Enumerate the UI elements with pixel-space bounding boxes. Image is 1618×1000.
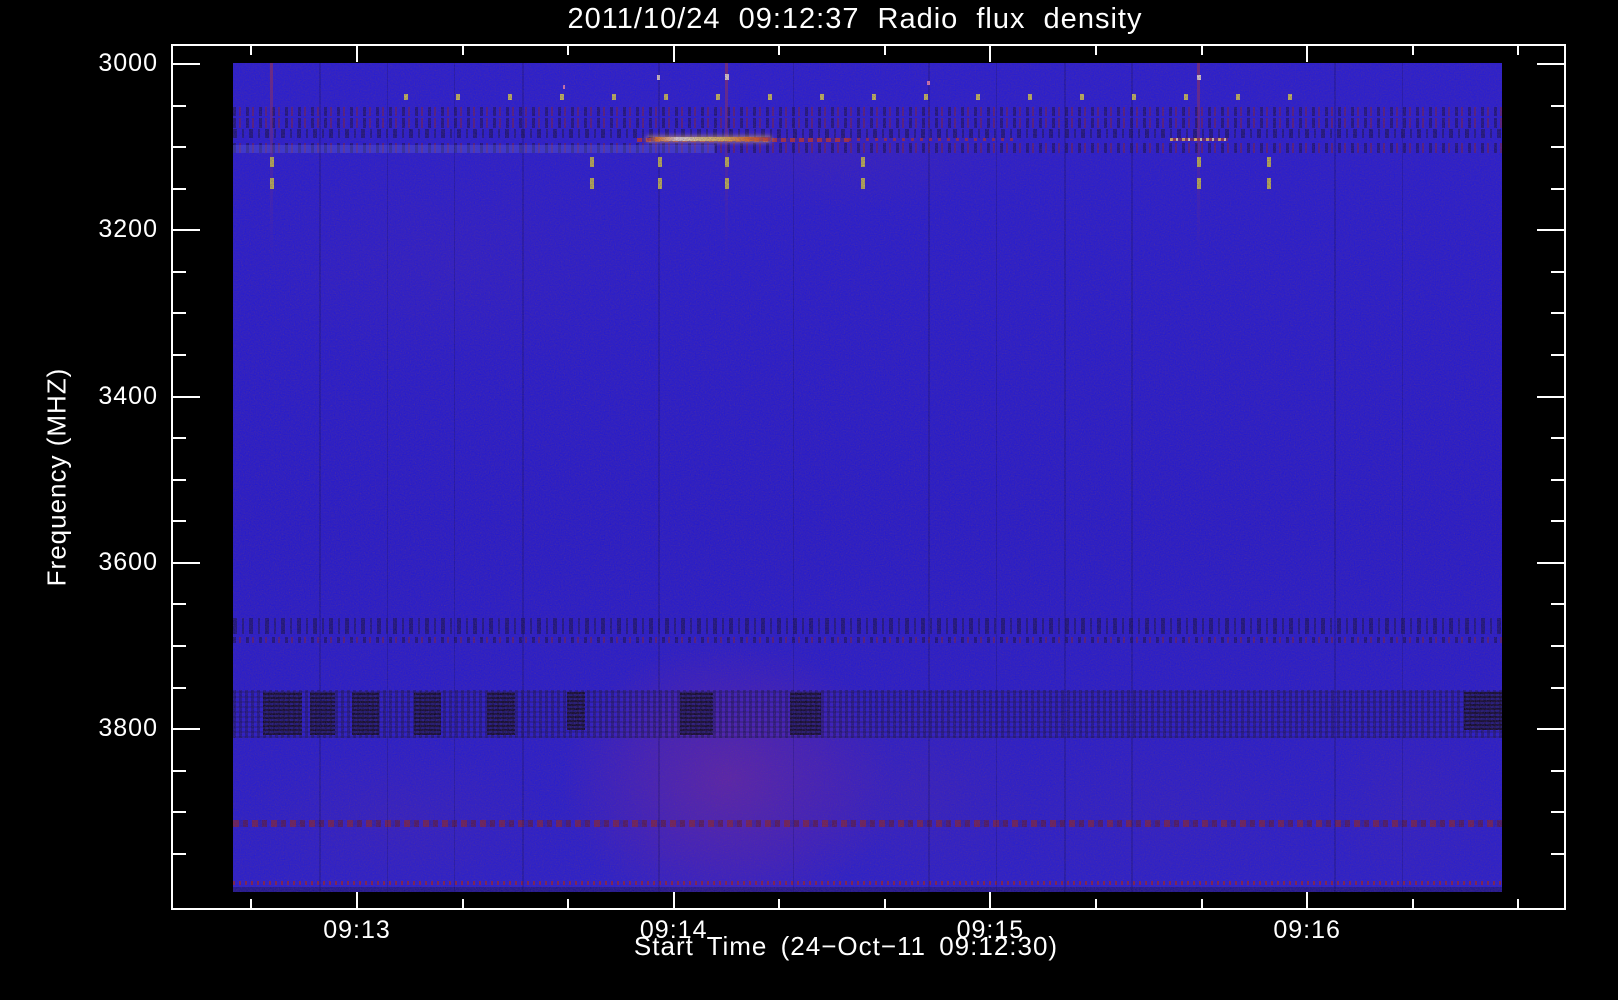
x-tick-bottom (989, 892, 992, 908)
y-tick-left (173, 769, 186, 772)
x-tick-top (1411, 46, 1414, 55)
y-tick-right (1551, 645, 1564, 648)
x-tick-top (356, 46, 358, 62)
x-tick-top (1200, 46, 1203, 55)
y-tick-right (1551, 852, 1564, 855)
y-tick-label: 3000 (98, 49, 158, 77)
x-tick-label: 09:16 (1273, 916, 1341, 944)
y-tick-label: 3800 (98, 714, 158, 743)
y-tick-right (1551, 187, 1564, 190)
x-tick-top (883, 46, 886, 55)
plot-frame (171, 44, 1566, 910)
y-tick-left (173, 146, 186, 149)
y-tick-right (1551, 811, 1564, 814)
x-tick-top (250, 46, 253, 55)
time-axis-label: Start Time (24−Oct−11 09:12:30) (633, 931, 1059, 961)
x-tick-top (1306, 46, 1309, 62)
y-tick-left (173, 520, 186, 523)
x-tick-bottom (461, 899, 464, 908)
y-tick-left (173, 561, 200, 564)
y-tick-left (173, 229, 200, 232)
y-tick-right (1551, 104, 1564, 107)
y-tick-right (1537, 728, 1564, 731)
y-tick-left (173, 603, 186, 606)
x-tick-top (778, 46, 781, 55)
y-tick-right (1551, 603, 1564, 606)
y-tick-left (173, 312, 186, 315)
y-tick-left (173, 187, 186, 190)
y-tick-left (173, 270, 186, 273)
y-tick-right (1551, 520, 1564, 523)
y-tick-left (173, 686, 186, 689)
y-tick-left (173, 852, 186, 855)
y-tick-left (173, 104, 186, 107)
y-tick-left (173, 437, 186, 440)
x-tick-top (1517, 46, 1520, 55)
x-tick-top (672, 46, 675, 62)
x-tick-label: 09:15 (956, 916, 1025, 944)
y-tick-right (1537, 63, 1564, 65)
y-tick-left (173, 63, 200, 65)
y-tick-left (173, 811, 186, 814)
y-tick-left (173, 645, 186, 648)
x-tick-top (461, 46, 464, 55)
y-tick-right (1551, 312, 1564, 315)
y-tick-right (1551, 354, 1564, 357)
y-tick-right (1551, 146, 1564, 149)
y-tick-label: 3200 (98, 215, 158, 244)
x-tick-bottom (1306, 892, 1309, 908)
x-tick-top (567, 46, 570, 55)
x-tick-bottom (1411, 899, 1414, 908)
x-tick-bottom (672, 892, 675, 908)
y-tick-left (173, 728, 200, 731)
y-tick-label: 3400 (98, 381, 158, 410)
y-tick-right (1551, 270, 1564, 273)
y-tick-right (1551, 478, 1564, 481)
y-tick-right (1537, 395, 1564, 398)
y-tick-right (1551, 686, 1564, 689)
y-tick-right (1537, 561, 1564, 564)
x-tick-top (1094, 46, 1097, 55)
y-tick-left (173, 395, 200, 398)
x-tick-label: 09:14 (639, 916, 708, 944)
x-tick-bottom (250, 899, 253, 908)
y-tick-right (1551, 437, 1564, 440)
x-tick-bottom (883, 899, 886, 908)
y-tick-left (173, 354, 186, 357)
x-tick-bottom (778, 899, 781, 908)
y-tick-right (1537, 229, 1564, 232)
x-tick-bottom (1517, 899, 1520, 908)
y-tick-right (1551, 769, 1564, 772)
y-tick-left (173, 478, 186, 481)
x-tick-bottom (567, 899, 570, 908)
x-tick-bottom (1200, 899, 1203, 908)
x-tick-label: 09:13 (323, 916, 391, 944)
y-tick-label: 3600 (98, 547, 158, 576)
x-tick-top (989, 46, 992, 62)
x-tick-bottom (1094, 899, 1097, 908)
page-title: 2011/10/24 09:12:37 Radio flux density (567, 3, 1143, 35)
x-tick-bottom (356, 892, 358, 908)
